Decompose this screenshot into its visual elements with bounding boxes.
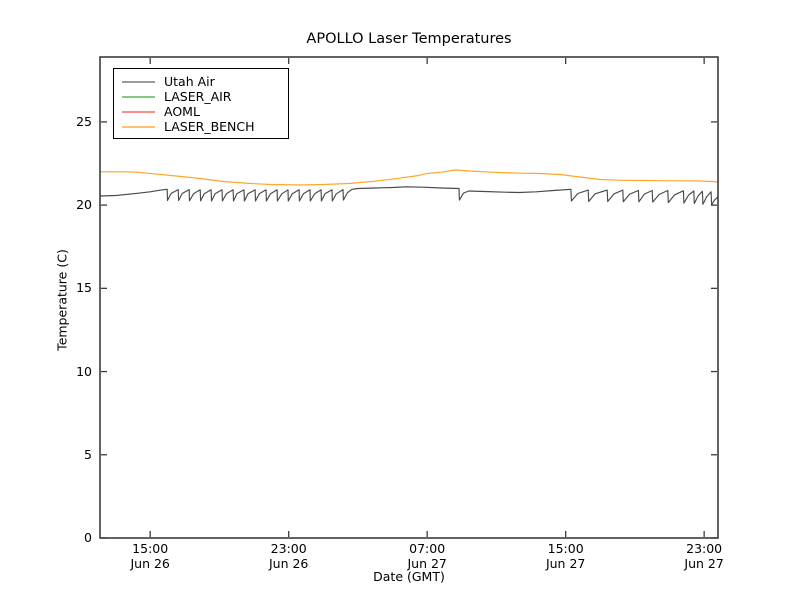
y-tick-label: 0	[84, 530, 92, 545]
x-tick-label: 15:00 Jun 27	[545, 541, 586, 571]
legend-item-label: LASER_BENCH	[164, 119, 255, 134]
x-tick-label: 23:00 Jun 26	[268, 541, 309, 571]
x-axis-label: Date (GMT)	[373, 569, 445, 584]
x-tick-label: 23:00 Jun 27	[684, 541, 724, 571]
legend: Utah Air LASER_AIR AOML LASER_BENCH	[113, 68, 289, 139]
y-tick-label: 5	[84, 446, 92, 462]
y-tick-label: 10	[76, 363, 92, 379]
series-line-laser-bench	[100, 169, 718, 186]
x-tick-date: Jun 27	[545, 556, 586, 571]
series-line-utah-air	[100, 186, 718, 206]
legend-line-swatch	[122, 110, 155, 113]
legend-item-laser-air: LASER_AIR	[114, 89, 288, 104]
chart-title: APOLLO Laser Temperatures	[306, 31, 512, 47]
legend-line-swatch	[122, 125, 155, 128]
y-axis-label: Temperature (C)	[54, 249, 70, 351]
x-tick-label: 07:00 Jun 27	[407, 541, 447, 571]
y-tick-label: 20	[76, 197, 92, 213]
x-tick-label: 15:00 Jun 26	[130, 541, 170, 571]
x-tick-date: Jun 27	[684, 556, 724, 571]
legend-item-aoml: AOML	[114, 104, 288, 119]
legend-item-label: Utah Air	[164, 74, 215, 89]
legend-item-label: AOML	[164, 104, 200, 119]
y-tick-label: 15	[76, 280, 92, 296]
x-tick-date: Jun 26	[130, 556, 170, 571]
y-tick-label: 25	[76, 113, 92, 129]
legend-line-swatch	[122, 95, 155, 98]
axes-frame	[99, 56, 719, 539]
legend-line-swatch	[122, 80, 155, 83]
x-tick-date: Jun 26	[268, 556, 309, 571]
legend-item-laser-bench: LASER_BENCH	[114, 119, 288, 134]
legend-item-label: LASER_AIR	[164, 89, 232, 104]
legend-item-utah-air: Utah Air	[114, 74, 288, 89]
x-tick-date: Jun 27	[407, 556, 447, 571]
